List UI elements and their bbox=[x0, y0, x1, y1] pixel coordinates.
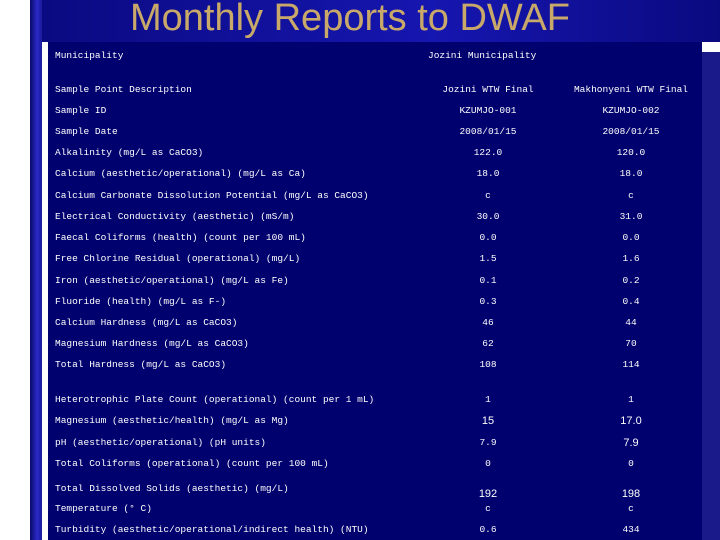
row-value-2: 1 bbox=[628, 394, 634, 405]
row-value-2: 7.9 bbox=[623, 436, 639, 449]
row-value-1: 46 bbox=[482, 317, 494, 328]
row-label: Total Coliforms (operational) (count per… bbox=[55, 458, 329, 469]
row-value-1: 30.0 bbox=[476, 211, 500, 222]
table-row: Heterotrophic Plate Count (operational) … bbox=[48, 375, 702, 424]
row-value-2: c bbox=[628, 503, 634, 514]
row-value-2: 114 bbox=[622, 359, 640, 370]
row-value-1: 122.0 bbox=[473, 147, 503, 158]
row-value-2: 0.0 bbox=[622, 232, 640, 243]
row-value-2: 31.0 bbox=[619, 211, 643, 222]
table-row: Iron (aesthetic/operational) (mg/L as Fe… bbox=[48, 270, 702, 291]
row-value-2: c bbox=[628, 190, 634, 201]
row-value-1: Jozini Municipality bbox=[428, 49, 537, 61]
row-value-2: 1.6 bbox=[622, 253, 640, 264]
row-value-2: 44 bbox=[625, 317, 637, 328]
row-value-1: KZUMJO-001 bbox=[459, 105, 517, 116]
table-row: Faecal Coliforms (health) (count per 100… bbox=[48, 227, 702, 248]
row-value-2: 70 bbox=[625, 338, 637, 349]
row-label: Total Dissolved Solids (aesthetic) (mg/L… bbox=[55, 482, 289, 494]
table-row: Magnesium Hardness (mg/L as CaCO3) 62 70 bbox=[48, 333, 702, 354]
row-value-1: 0.6 bbox=[479, 524, 497, 535]
row-value-1: 2008/01/15 bbox=[459, 126, 517, 137]
row-value-1: 0.0 bbox=[479, 232, 497, 243]
row-label: Heterotrophic Plate Count (operational) … bbox=[55, 394, 375, 405]
table-row: Calcium Carbonate Dissolution Potential … bbox=[48, 185, 702, 206]
table-row: Turbidity (aesthetic/operational/indirec… bbox=[48, 519, 702, 540]
row-value-1: 1.5 bbox=[479, 253, 497, 264]
row-value-2: 0.4 bbox=[622, 296, 640, 307]
row-value-1: 18.0 bbox=[476, 168, 500, 179]
row-label: Municipality bbox=[55, 49, 124, 61]
table-row: Total Dissolved Solids (aesthetic) (mg/L… bbox=[48, 476, 702, 501]
table-row: Sample ID KZUMJO-001 KZUMJO-002 bbox=[48, 100, 702, 121]
row-value-1: 0 bbox=[485, 458, 491, 469]
row-label: Electrical Conductivity (aesthetic) (mS/… bbox=[55, 211, 295, 222]
row-value-1: 108 bbox=[479, 359, 497, 370]
row-value-2: 120.0 bbox=[616, 147, 646, 158]
header-bar bbox=[0, 0, 720, 42]
row-label: Turbidity (aesthetic/operational/indirec… bbox=[55, 524, 369, 535]
row-label: Total Hardness (mg/L as CaCO3) bbox=[55, 359, 227, 370]
row-value-2: 198 bbox=[621, 488, 641, 500]
row-label: Sample ID bbox=[55, 105, 107, 116]
row-label: Faecal Coliforms (health) (count per 100… bbox=[55, 232, 306, 243]
row-value-1: 0.3 bbox=[479, 296, 497, 307]
row-value-1: c bbox=[485, 503, 491, 514]
row-value-2: 0.2 bbox=[622, 275, 640, 286]
left-accent-bar bbox=[30, 0, 42, 540]
table-row: Sample Point Description Jozini WTW Fina… bbox=[48, 68, 702, 110]
row-value-2: 17.0 bbox=[620, 414, 642, 427]
row-label: Free Chlorine Residual (operational) (mg… bbox=[55, 253, 301, 264]
row-label: Temperature (° C) bbox=[55, 503, 152, 514]
row-label: Magnesium Hardness (mg/L as CaCO3) bbox=[55, 338, 249, 349]
row-value-1: 192 bbox=[478, 488, 498, 500]
row-label: Alkalinity (mg/L as CaCO3) bbox=[55, 147, 204, 158]
row-label: pH (aesthetic/operational) (pH units) bbox=[55, 437, 266, 448]
table-row: Temperature (° C) c c bbox=[48, 498, 702, 519]
table-row: Calcium (aesthetic/operational) (mg/L as… bbox=[48, 163, 702, 184]
row-label: Calcium Hardness (mg/L as CaCO3) bbox=[55, 317, 238, 328]
row-value-1: 1 bbox=[485, 394, 491, 405]
table-row: Sample Date 2008/01/15 2008/01/15 bbox=[48, 121, 702, 142]
table-row: Alkalinity (mg/L as CaCO3) 122.0 120.0 bbox=[48, 142, 702, 163]
table-row: pH (aesthetic/operational) (pH units) 7.… bbox=[48, 432, 702, 453]
row-value-2: Makhonyeni WTW Final bbox=[573, 83, 689, 95]
row-value-1: 15 bbox=[481, 414, 495, 427]
row-value-2: 434 bbox=[622, 524, 640, 535]
row-value-1: 62 bbox=[482, 338, 494, 349]
table-row: Free Chlorine Residual (operational) (mg… bbox=[48, 248, 702, 269]
row-value-2: 18.0 bbox=[619, 168, 643, 179]
report-table: Municipality Jozini Municipality Sample … bbox=[48, 42, 702, 540]
row-label: Magnesium (aesthetic/health) (mg/L as Mg… bbox=[55, 415, 289, 426]
row-value-1: 7.9 bbox=[479, 437, 497, 448]
row-label: Calcium Carbonate Dissolution Potential … bbox=[55, 190, 369, 201]
row-label: Iron (aesthetic/operational) (mg/L as Fe… bbox=[55, 275, 289, 286]
table-row: Fluoride (health) (mg/L as F-) 0.3 0.4 bbox=[48, 291, 702, 312]
row-value-2: KZUMJO-002 bbox=[602, 105, 660, 116]
row-value-1: c bbox=[485, 190, 491, 201]
table-row: Electrical Conductivity (aesthetic) (mS/… bbox=[48, 206, 702, 227]
table-row: Total Hardness (mg/L as CaCO3) 108 114 bbox=[48, 354, 702, 375]
row-label: Sample Point Description bbox=[55, 83, 192, 95]
row-label: Fluoride (health) (mg/L as F-) bbox=[55, 296, 227, 307]
slide-title: Monthly Reports to DWAF bbox=[130, 0, 570, 39]
row-value-2 bbox=[560, 42, 702, 68]
table-row: Calcium Hardness (mg/L as CaCO3) 46 44 bbox=[48, 312, 702, 333]
row-value-2: 0 bbox=[628, 458, 634, 469]
table-row: Total Coliforms (operational) (count per… bbox=[48, 453, 702, 474]
row-value-2: 2008/01/15 bbox=[602, 126, 660, 137]
row-label: Sample Date bbox=[55, 126, 118, 137]
row-value-1: Jozini WTW Final bbox=[442, 83, 534, 95]
row-value-1: 0.1 bbox=[479, 275, 497, 286]
table-row: Municipality Jozini Municipality bbox=[48, 42, 702, 68]
table-row: Magnesium (aesthetic/health) (mg/L as Mg… bbox=[48, 410, 702, 431]
row-label: Calcium (aesthetic/operational) (mg/L as… bbox=[55, 168, 306, 179]
